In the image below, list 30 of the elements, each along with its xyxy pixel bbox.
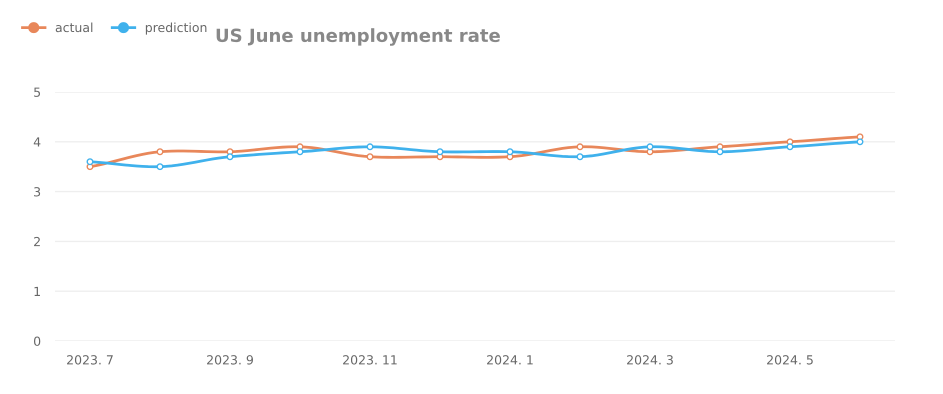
- point: [646, 143, 654, 150]
- point: [576, 143, 584, 150]
- x-tick-label: 2024. 1: [487, 355, 533, 365]
- legend-label: actual: [56, 22, 92, 32]
- point: [226, 153, 234, 160]
- y-tick-label: 1: [34, 286, 40, 296]
- point: [86, 158, 94, 166]
- y-tick-label: 3: [34, 187, 40, 197]
- chart-title: US June unemployment rate: [216, 28, 500, 46]
- point: [436, 148, 444, 156]
- point: [366, 143, 374, 150]
- point: [296, 148, 304, 156]
- x-tick-label: 2023. 9: [207, 355, 253, 365]
- x-tick-label: 2023. 7: [67, 355, 113, 365]
- y-tick-label: 5: [34, 88, 40, 97]
- point: [156, 148, 164, 156]
- legend-label: prediction: [146, 22, 206, 35]
- x-tick-label: 2024. 5: [767, 355, 813, 365]
- point: [576, 153, 584, 160]
- point: [156, 163, 164, 170]
- point: [786, 143, 794, 150]
- point: [716, 148, 724, 156]
- y-tick-label: 4: [34, 137, 40, 147]
- point: [506, 148, 514, 156]
- point: [366, 153, 374, 160]
- x-tick-label: 2024. 3: [627, 355, 673, 365]
- x-tick-label: 2023. 11: [343, 355, 397, 365]
- point: [856, 138, 864, 146]
- y-tick-label: 2: [34, 236, 40, 246]
- y-tick-label: 0: [34, 336, 40, 346]
